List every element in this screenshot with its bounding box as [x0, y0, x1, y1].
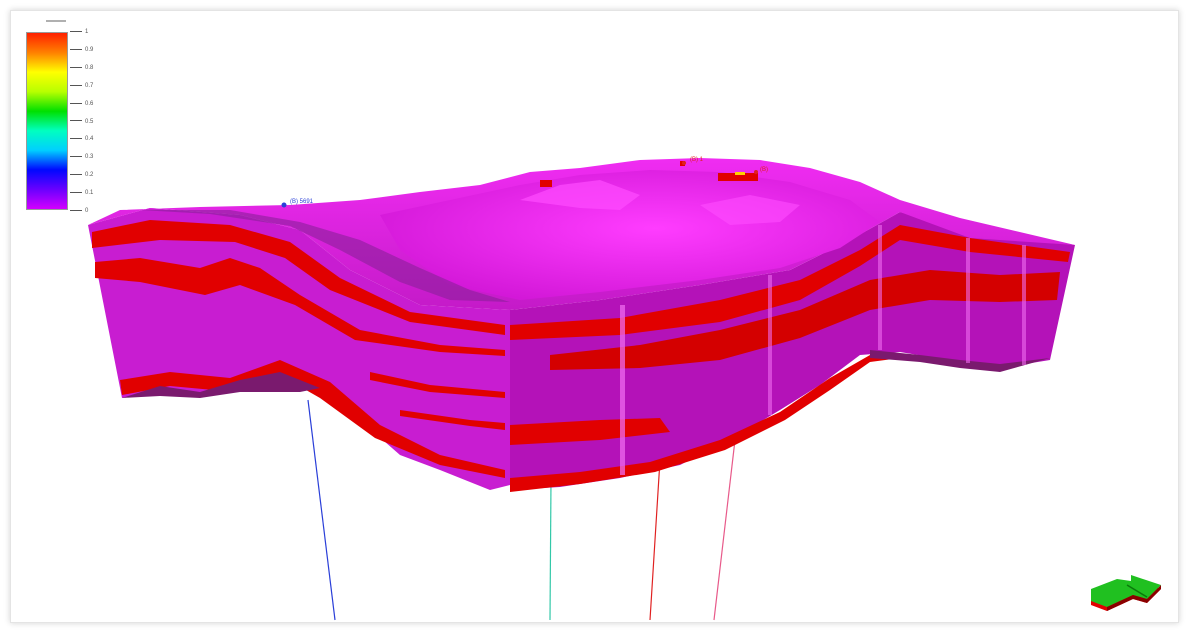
well-streak-1 [620, 305, 625, 475]
tick-mark [70, 120, 82, 122]
colorbar-tick: 0.2 [70, 170, 93, 180]
top-patch-3 [735, 172, 745, 175]
well-streak-3 [878, 225, 882, 350]
tick-label: 0 [85, 208, 89, 214]
colorbar-tick: 0.8 [70, 63, 93, 73]
model-bottom-edge-right [870, 350, 1050, 372]
tick-mark [70, 102, 82, 104]
well-trajectory-pink[interactable] [713, 439, 736, 621]
model-bottom-edge [122, 372, 320, 398]
well-streak-4 [966, 238, 970, 363]
layer-band-left-5 [400, 410, 505, 430]
tick-mark [70, 174, 82, 176]
colorbar-tick: 0.4 [70, 134, 93, 144]
tick-label: 0.3 [85, 154, 94, 161]
layer-band-left-2 [95, 258, 505, 356]
colorbar-tick: 0.7 [70, 81, 93, 91]
tick-label: 0.1 [85, 190, 94, 197]
top-surface-ridge-2 [700, 195, 800, 225]
tick-label: 0.7 [85, 82, 94, 89]
well-head-marker-red[interactable] [682, 161, 686, 165]
top-surface-ridge [520, 180, 640, 210]
colorbar-tick: 0.3 [70, 152, 93, 162]
well-head-marker-blue[interactable] [281, 202, 287, 208]
colorbar-tick: 0 [70, 206, 88, 216]
well-label[interactable]: (B) 5691 [290, 199, 314, 205]
legend-title [46, 20, 66, 22]
tick-label: 1 [85, 29, 89, 35]
property-colorbar[interactable] [26, 32, 68, 210]
layer-band-front-2 [550, 270, 1060, 370]
well-trajectory-blue[interactable] [307, 399, 336, 621]
layer-band-front-4 [510, 355, 900, 492]
colorbar-tick: 0.9 [70, 45, 93, 55]
top-patch-1 [540, 180, 552, 187]
tick-label: 0.8 [85, 64, 94, 71]
well-trajectory-red[interactable] [649, 459, 661, 621]
tick-label: 0.6 [85, 100, 94, 107]
tick-mark [70, 209, 82, 211]
top-surface-valley [140, 210, 510, 302]
well-label[interactable]: (B) 1 [690, 157, 704, 163]
layer-band-left-4 [370, 372, 505, 398]
orientation-arrow-icon[interactable] [1087, 575, 1167, 620]
tick-mark [70, 30, 82, 32]
tick-label: 0.9 [85, 46, 94, 53]
tick-label: 0.5 [85, 118, 94, 125]
colorbar-tick: 1 [70, 27, 88, 37]
tick-mark [70, 66, 82, 68]
tick-mark [70, 156, 82, 158]
layer-band-left-1 [92, 220, 505, 335]
well-trajectory-teal[interactable] [549, 479, 552, 621]
tick-mark [70, 84, 82, 86]
colorbar-tick: 0.5 [70, 117, 93, 127]
well-streak-2 [768, 275, 772, 415]
tick-mark [70, 138, 82, 140]
well-head-marker-red-2[interactable] [754, 170, 758, 174]
well-label[interactable]: (B) [760, 167, 768, 173]
tick-label: 0.4 [85, 136, 94, 143]
colorbar-tick: 0.6 [70, 99, 93, 109]
layer-band-front-3 [510, 418, 670, 445]
top-patch-2 [718, 173, 758, 181]
tick-mark [70, 48, 82, 50]
layer-band-front-1 [510, 225, 1070, 340]
well-streak-5 [1022, 245, 1026, 365]
colorbar-tick: 0.1 [70, 188, 93, 198]
tick-mark [70, 192, 82, 194]
tick-label: 0.2 [85, 172, 94, 179]
